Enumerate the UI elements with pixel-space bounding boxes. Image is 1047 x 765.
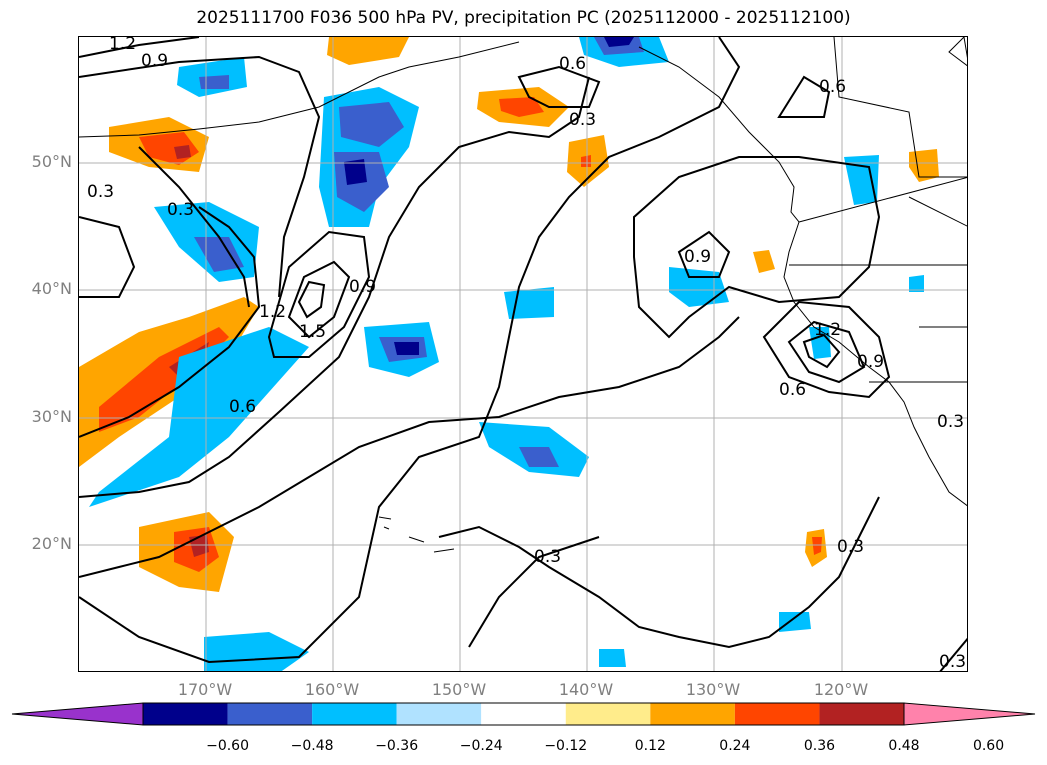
colorbar-cell [396,703,482,725]
colorbar-tick-label: −0.24 [459,738,503,754]
colorbar-cell [565,703,651,725]
lat-label: 40°N [31,279,72,298]
colorbar-tick-label: 0.24 [719,738,751,754]
contour-label: 0.6 [819,77,846,97]
map-panel: 1.2 0.9 0.6 0.3 0.3 0.3 0.9 1.2 1.5 0.6 … [78,36,968,672]
lon-label: 120°W [813,680,869,699]
colorbar-tick-label: −0.36 [375,738,419,754]
colorbar-extend-low [11,702,144,726]
map-canvas: 1.2 0.9 0.6 0.3 0.3 0.3 0.9 1.2 1.5 0.6 … [79,37,967,672]
lon-label: 140°W [558,680,614,699]
colorbar-tick-label: −0.48 [290,738,334,754]
colorbar-tick-label: 0.36 [803,738,836,754]
contour-label: 0.6 [779,380,806,400]
colorbar-cell [650,703,735,725]
contour-label: 0.3 [837,537,864,557]
lat-label: 20°N [31,534,72,553]
contour-labels: 1.2 0.9 0.6 0.3 0.3 0.3 0.9 1.2 1.5 0.6 … [87,37,966,672]
contour-label: 1.2 [814,320,841,340]
colorbar-extend-high [903,702,1036,726]
precip-positive [79,37,939,592]
contour-label: 0.6 [559,54,586,74]
contour-label: 0.3 [87,182,114,202]
colorbar-outline [142,702,905,726]
lon-label: 170°W [177,680,233,699]
contour-label: 0.3 [167,200,194,220]
pv-contours [79,37,967,671]
contour-label: 1.2 [109,37,136,54]
colorbar-tick-label: 0.60 [972,738,1005,754]
coastlines [79,37,967,553]
lat-label: 50°N [31,152,72,171]
contour-label: 1.2 [259,302,286,322]
lat-label: 30°N [31,407,72,426]
contour-label: 0.9 [349,277,376,297]
colorbar-tick-label: −0.60 [206,738,249,754]
lon-label: 130°W [685,680,741,699]
contour-label: 0.3 [939,652,966,672]
colorbar-tick-label: 0.12 [634,738,666,754]
colorbar-cell [819,703,904,725]
contour-label: 0.3 [569,110,596,130]
contour-label: 0.9 [684,247,711,267]
contour-label: 0.9 [857,352,884,372]
colorbar-tick-label: 0.48 [888,738,920,754]
map-title: 2025111700 F036 500 hPa PV, precipitatio… [196,8,851,28]
precip-negative [89,37,924,671]
lon-label: 150°W [431,680,487,699]
contour-label: 0.9 [141,51,168,71]
colorbar [11,702,1036,726]
colorbar-cells [11,702,1036,726]
colorbar-cell [143,703,228,725]
colorbar-tick-label: −0.12 [544,738,588,754]
contour-label: 0.6 [229,397,256,417]
colorbar-cell [734,703,820,725]
colorbar-cell [481,703,566,725]
contour-label: 1.5 [299,322,326,342]
colorbar-cell [312,703,397,725]
lon-label: 160°W [304,680,360,699]
graticule [79,37,967,671]
colorbar-cell [227,703,313,725]
contour-label: 0.3 [937,412,964,432]
contour-label: 0.3 [534,547,561,567]
